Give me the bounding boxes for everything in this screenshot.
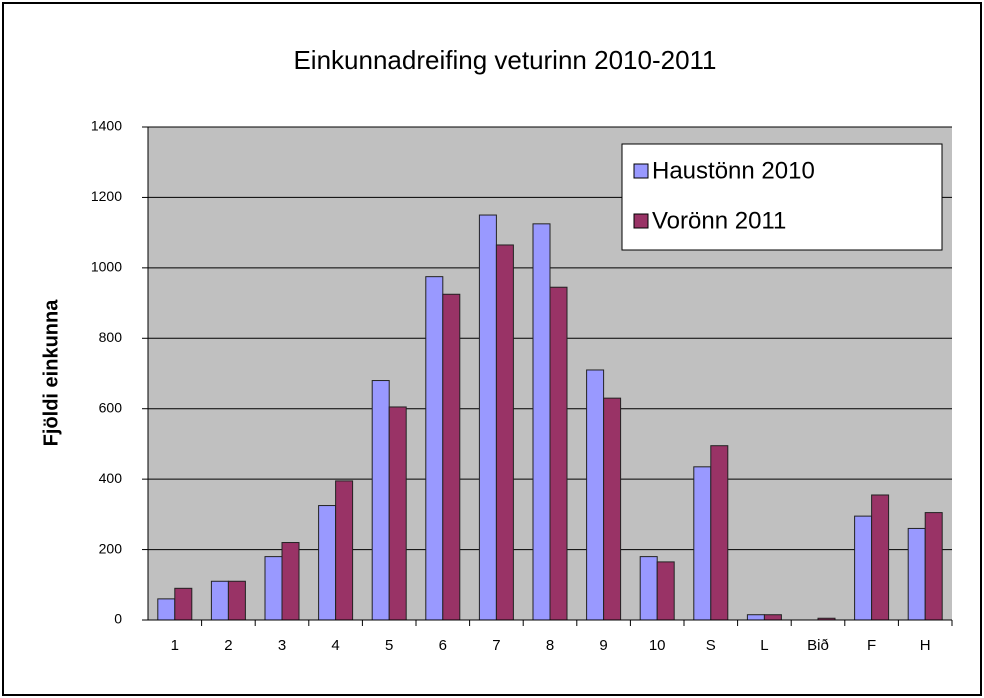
x-tick-label: 4 [331,637,339,654]
bar [746,614,765,621]
x-tick-label: 7 [492,637,500,654]
bar [532,223,551,621]
legend-label: Haustönn 2010 [652,157,815,184]
x-tick-label: H [920,637,931,654]
x-tick-label: 6 [439,637,447,654]
y-tick-label: 1400 [91,118,122,134]
legend-label: Vorönn 2011 [652,207,786,234]
y-tick-label: 200 [99,540,123,556]
bar [871,494,890,621]
bar [318,505,337,621]
bar [227,580,246,621]
bar [388,406,407,621]
y-tick-label: 600 [99,399,123,415]
y-tick-label: 1200 [91,188,122,204]
x-tick-label: 3 [278,637,286,654]
y-axis-label: Fjöldi einkunna [40,299,62,447]
bar [281,542,300,621]
y-tick-label: 1000 [91,259,122,275]
legend-swatch [633,163,649,179]
bar [924,512,943,621]
x-tick-label: 9 [599,637,607,654]
bar [371,380,390,621]
x-tick-label: 8 [546,637,554,654]
x-tick-label: F [867,637,876,654]
bar [174,587,193,621]
bar [264,556,283,621]
bar [656,561,675,621]
chart-title: Einkunnadreifing veturinn 2010-2011 [293,45,716,75]
x-tick-label: 2 [224,637,232,654]
x-tick-label: L [760,637,768,654]
bar [854,515,873,621]
bar [157,598,176,621]
x-tick-label: Bið [807,637,829,654]
bar [603,397,622,621]
x-tick-label: 10 [649,637,666,654]
bar [335,480,354,621]
bar [549,286,568,621]
y-tick-label: 0 [114,611,122,627]
bar [710,445,729,621]
legend-swatch [633,213,649,229]
y-tick-label: 400 [99,470,123,486]
x-tick-label: 1 [171,637,179,654]
x-tick-label: S [706,637,716,654]
bar [425,276,444,621]
legend-box [621,143,943,251]
bar [907,527,926,621]
x-tick-label: 5 [385,637,393,654]
bar [442,293,461,621]
y-tick-label: 800 [99,329,123,345]
bar [478,214,497,621]
bar [639,556,658,621]
bar [763,614,782,621]
bar [495,244,514,621]
bar [210,580,229,621]
bar [586,369,605,621]
bar [693,466,712,621]
